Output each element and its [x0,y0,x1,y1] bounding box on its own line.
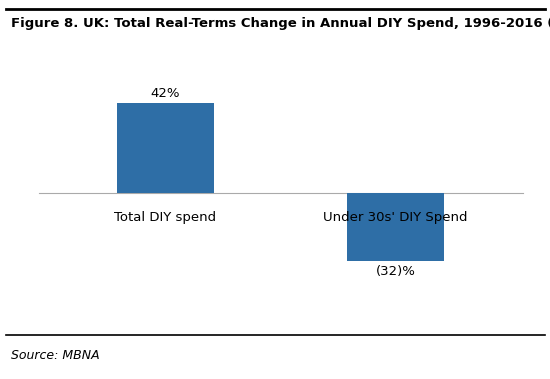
Bar [117,103,213,193]
Bar [348,193,444,261]
Text: 42%: 42% [151,87,180,100]
Text: Total DIY spend: Total DIY spend [114,211,216,224]
Text: (32)%: (32)% [376,265,416,277]
Text: Under 30s' DIY Spend: Under 30s' DIY Spend [323,211,468,224]
Text: Figure 8. UK: Total Real-Terms Change in Annual DIY Spend, 1996-2016 (%): Figure 8. UK: Total Real-Terms Change in… [11,17,550,30]
Text: Source: MBNA: Source: MBNA [11,349,100,362]
